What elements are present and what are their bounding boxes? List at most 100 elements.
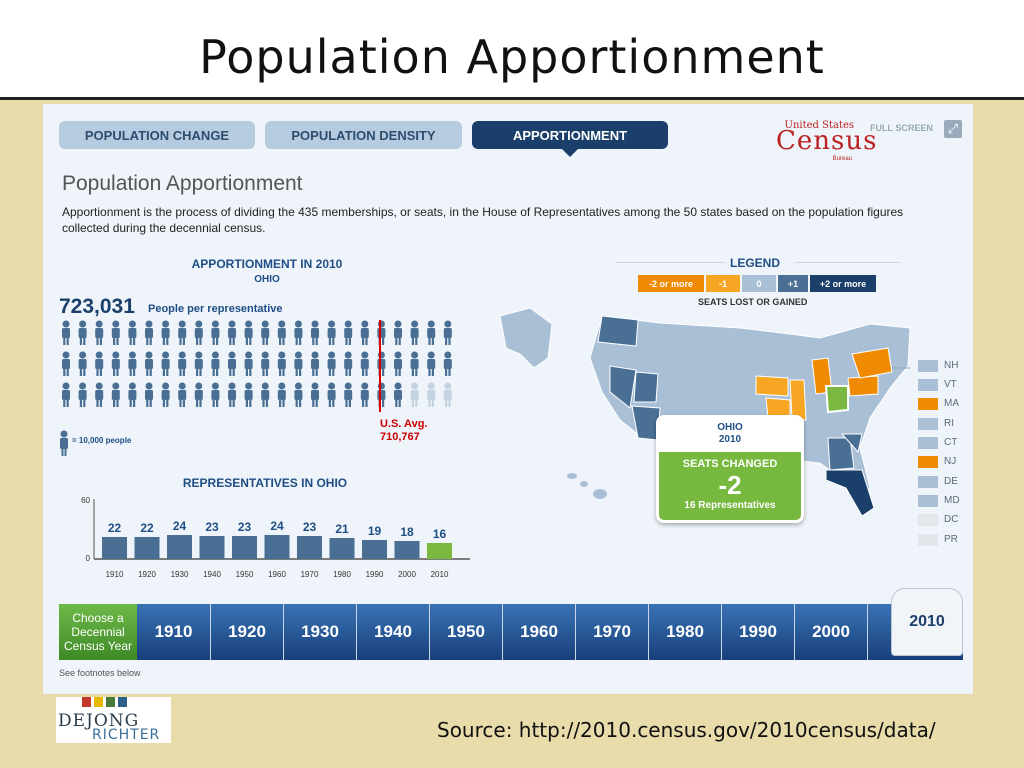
full-screen-link[interactable]: FULL SCREEN <box>870 123 933 133</box>
year-button-1940[interactable]: 1940 <box>357 604 430 660</box>
year-button-1950[interactable]: 1950 <box>430 604 503 660</box>
person-icon <box>410 320 419 345</box>
state-key-ri[interactable]: RI <box>944 418 954 429</box>
person-icon <box>145 382 153 407</box>
state-key-ct[interactable]: CT <box>944 437 958 448</box>
year-button-1960[interactable]: 1960 <box>503 604 576 660</box>
person-icon <box>294 351 303 376</box>
state-key-de[interactable]: DE <box>944 476 958 487</box>
person-icon <box>311 320 319 345</box>
census-logo-small-text: United States <box>784 120 854 131</box>
person-icon <box>327 351 336 376</box>
bar-value-label: 18 <box>400 525 414 539</box>
footnote-link[interactable]: See footnotes below <box>59 668 141 678</box>
state-key-de-swatch[interactable] <box>918 476 938 488</box>
legend-caption: SEATS LOST OR GAINED <box>698 297 808 307</box>
person-icon <box>427 351 436 376</box>
state-key-pr-swatch[interactable] <box>918 534 938 546</box>
year-button-1930[interactable]: 1930 <box>284 604 357 660</box>
person-icon <box>145 320 153 345</box>
person-icon <box>228 351 236 376</box>
state-key-vt[interactable]: VT <box>944 379 957 390</box>
reps-bar-chart: 60 0 22 1910 22 1920 24 1930 23 1940 23 1950 24 1960 2… <box>81 496 470 579</box>
person-icon <box>327 382 336 407</box>
person-icon <box>410 351 419 376</box>
x-tick-label: 1920 <box>138 570 156 579</box>
x-tick-label: 1970 <box>301 570 319 579</box>
state-new-york <box>851 347 893 379</box>
person-icon <box>145 351 153 376</box>
person-icon <box>194 320 203 345</box>
person-icon <box>244 351 253 376</box>
bar-value-label: 24 <box>173 519 187 533</box>
bar <box>232 536 257 559</box>
state-key-nh-swatch[interactable] <box>918 360 938 372</box>
person-icon <box>62 382 70 407</box>
person-icon <box>294 382 303 407</box>
tab-population-density[interactable]: POPULATION DENSITY <box>265 121 462 149</box>
x-tick-label: 1940 <box>203 570 221 579</box>
tab-apportionment[interactable]: APPORTIONMENT <box>472 121 668 157</box>
person-icon <box>111 382 120 407</box>
bar-value-label: 21 <box>335 522 349 536</box>
person-icon <box>427 382 436 407</box>
callout-year: 2010 <box>718 434 742 445</box>
year-button-1990[interactable]: 1990 <box>722 604 795 660</box>
state-key-ma[interactable]: MA <box>944 398 959 409</box>
state-florida <box>825 469 875 517</box>
reps-chart-title: REPRESENTATIVES IN OHIO <box>182 476 348 490</box>
person-icon <box>128 351 137 376</box>
tab-population-change[interactable]: POPULATION CHANGE <box>59 121 255 149</box>
person-icon <box>128 382 137 407</box>
apportionment-title: APPORTIONMENT IN 2010 <box>191 257 343 271</box>
year-button-2010-selected[interactable]: 2010 <box>891 588 963 656</box>
state-nevada <box>609 365 637 409</box>
person-icon <box>261 382 270 407</box>
state-key-nj-swatch[interactable] <box>918 456 938 468</box>
year-button-1980[interactable]: 1980 <box>649 604 722 660</box>
x-tick-label: 1930 <box>171 570 189 579</box>
state-key-ma-swatch[interactable] <box>918 398 938 410</box>
person-icon <box>228 382 236 407</box>
logo-mark-icon <box>82 697 127 707</box>
state-key-md-swatch[interactable] <box>918 495 938 507</box>
census-logo[interactable]: United States Census Bureau <box>776 120 876 162</box>
state-key-nh[interactable]: NH <box>944 360 959 371</box>
person-icon <box>277 351 286 376</box>
x-tick-label: 1910 <box>106 570 124 579</box>
logo-line-1: DEJONG <box>58 711 140 731</box>
person-icon <box>327 320 336 345</box>
bar <box>134 537 160 559</box>
person-icon <box>410 382 419 407</box>
callout-value: -2 <box>718 470 742 500</box>
year-button-1910[interactable]: 1910 <box>137 604 211 660</box>
person-icon <box>194 382 203 407</box>
callout-body: SEATS CHANGED -2 16 Representatives <box>659 456 801 511</box>
state-key-pr[interactable]: PR <box>944 534 958 545</box>
state-key-ri-swatch[interactable] <box>918 418 938 430</box>
state-hawaii <box>567 473 607 499</box>
us-average-label: U.S. Avg. 710,767 <box>380 418 427 444</box>
year-button-2000[interactable]: 2000 <box>795 604 868 660</box>
full-screen-icon[interactable]: ⤢ <box>944 120 962 138</box>
person-icon <box>394 351 402 376</box>
person-icon <box>394 382 402 407</box>
callout-reps: 16 Representatives <box>684 500 776 511</box>
state-key-dc[interactable]: DC <box>944 514 959 525</box>
state-ohio <box>824 385 849 414</box>
person-icon <box>161 320 170 345</box>
state-key-dc-swatch[interactable] <box>918 514 938 526</box>
state-key-nj[interactable]: NJ <box>944 456 957 467</box>
state-key-md[interactable]: MD <box>944 495 960 506</box>
slide-title: Population Apportionment <box>199 30 825 84</box>
bar <box>264 535 290 559</box>
bar-value-label: 22 <box>108 521 122 535</box>
x-tick-label: 1980 <box>333 570 351 579</box>
person-icon <box>427 320 436 345</box>
person-icon <box>360 320 369 345</box>
state-key-ct-swatch[interactable] <box>918 437 938 449</box>
year-button-1970[interactable]: 1970 <box>576 604 649 660</box>
state-key-vt-swatch[interactable] <box>918 379 938 391</box>
year-button-1920[interactable]: 1920 <box>211 604 284 660</box>
x-tick-label: 2010 <box>431 570 449 579</box>
